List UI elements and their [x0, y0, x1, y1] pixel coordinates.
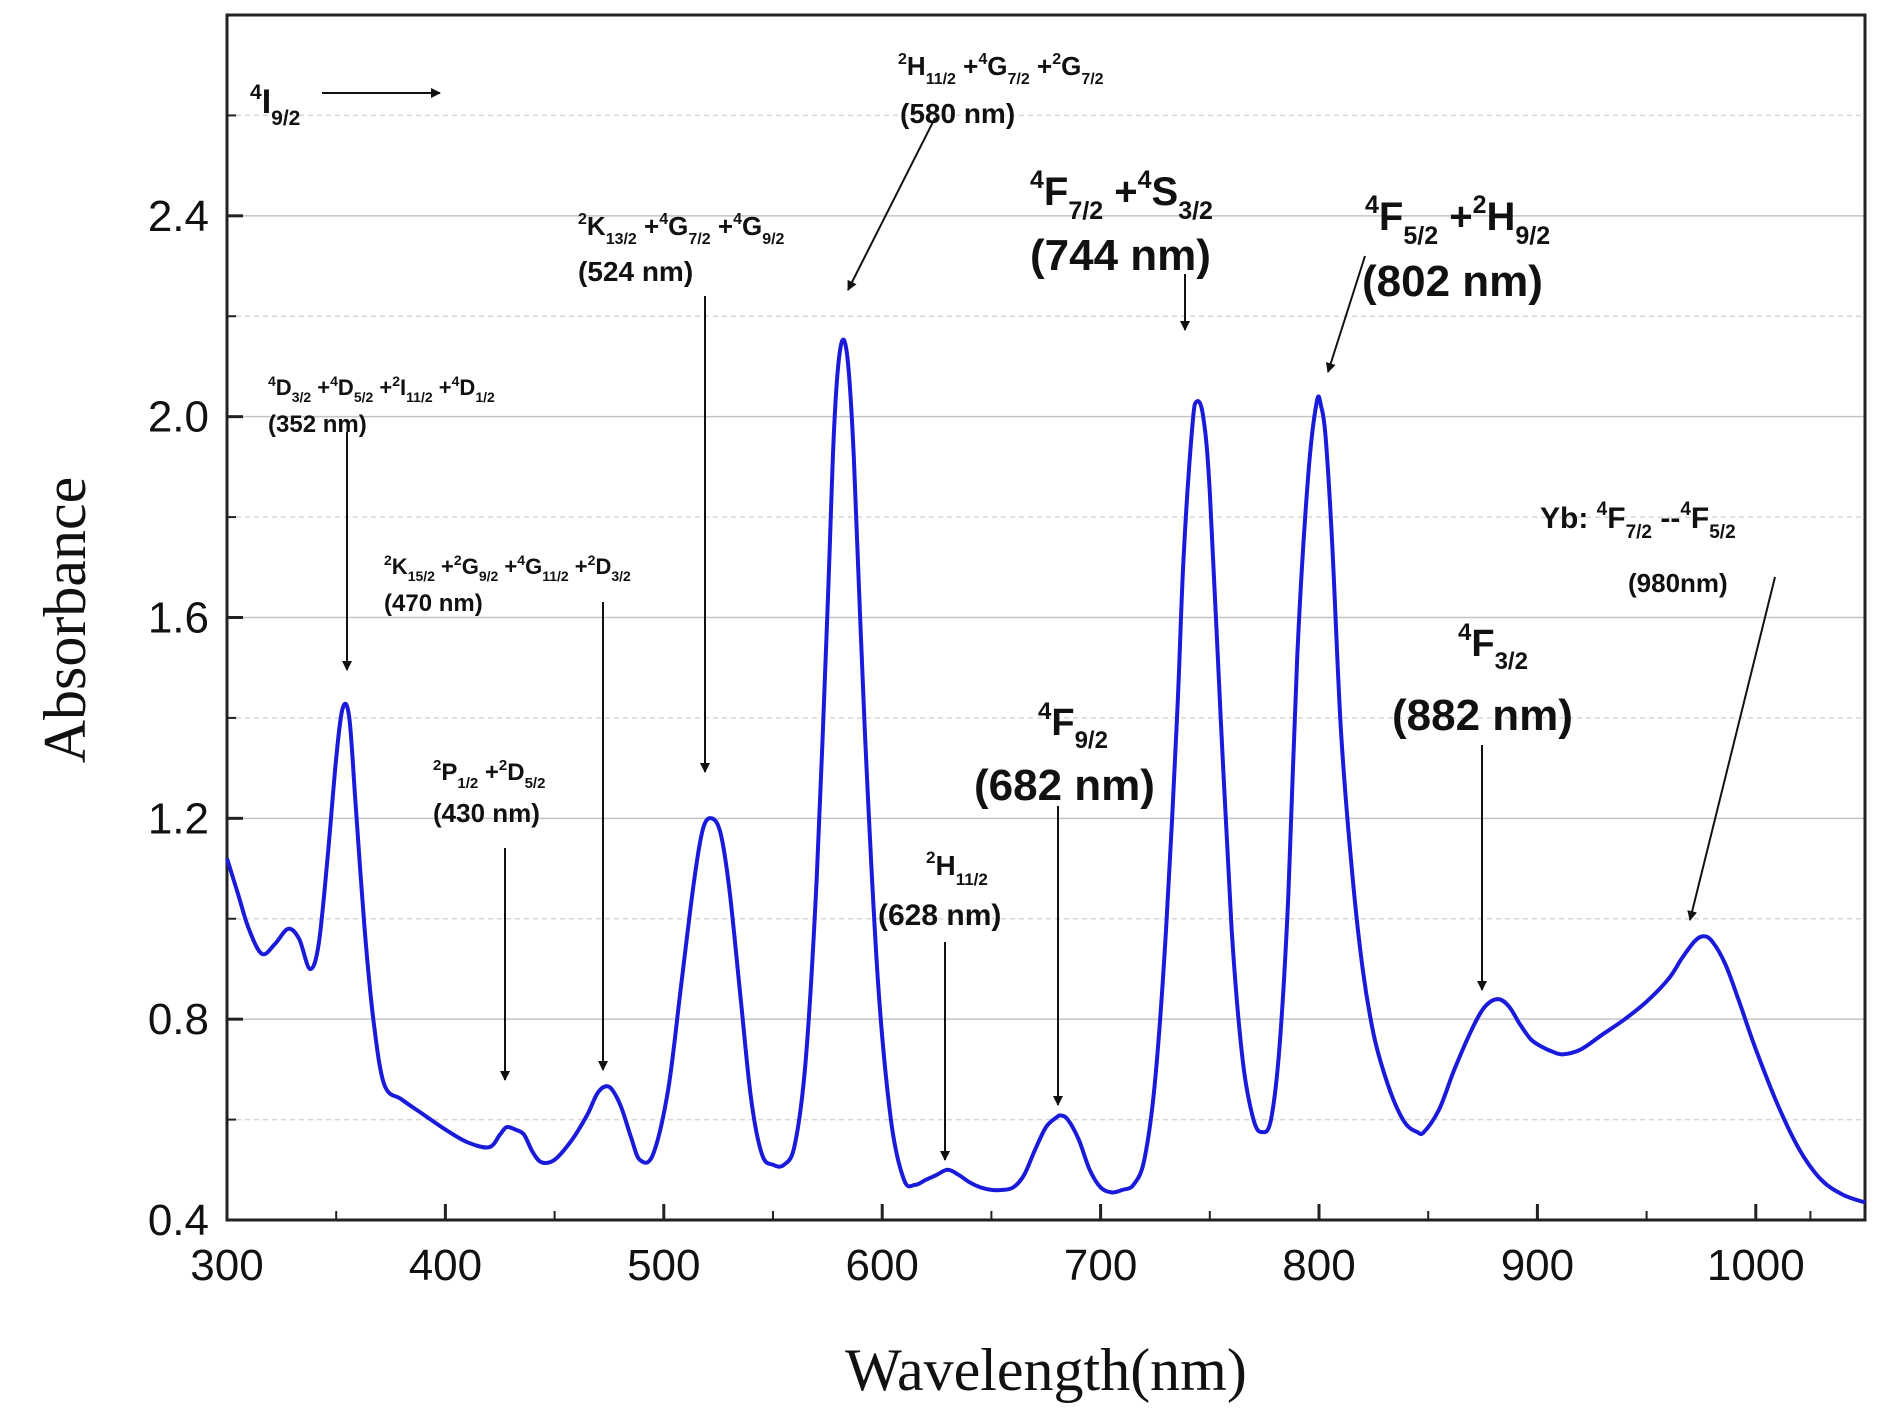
annotation-802-term: 4F5/2​ +2H9/2​ — [1365, 191, 1550, 250]
annotation-yb-term: Yb: 4F7/2​ --4F5/2​ — [1540, 499, 1736, 543]
y-tick-label: 2.0 — [148, 393, 209, 442]
y-tick-label: 0.8 — [148, 995, 209, 1044]
y-tick-label: 1.6 — [148, 594, 209, 643]
y-tick-label: 2.4 — [148, 192, 209, 241]
x-tick-label: 700 — [1064, 1241, 1137, 1290]
annotation-744-term: 4F7/2​ +4S3/2​ — [1030, 166, 1213, 225]
ticks: 300 400 500 600 700 800 900 1000 0.4 0.8 1.2 1.6 2.0… — [148, 114, 1812, 1290]
annotation-882-wavelength: (882 nm) — [1392, 691, 1573, 740]
annotation-352-term: 4D3/2​ +4D5/2​ +2I11/2​ +4D1/2​ — [268, 373, 495, 405]
annotation-524-wavelength: (524 nm) — [578, 256, 693, 287]
annotation-labels: 4I9/2​ 2H11/2​ +4G7/2​ +2G7/2​ (580 nm) … — [250, 51, 1736, 932]
x-tick-label: 1000 — [1707, 1241, 1805, 1290]
x-tick-label: 800 — [1282, 1241, 1355, 1290]
absorbance-series-line — [225, 337, 1866, 1205]
annotation-470-wavelength: (470 nm) — [384, 590, 483, 617]
annotation-628-term: 2H11/2​ — [926, 848, 988, 889]
annotation-744-wavelength: (744 nm) — [1030, 231, 1211, 280]
annotation-580-wavelength: (580 nm) — [900, 98, 1015, 129]
annotation-882-term: 4F3/2​ — [1458, 619, 1528, 675]
annotation-430-wavelength: (430 nm) — [433, 798, 540, 828]
x-tick-label: 400 — [409, 1241, 482, 1290]
annotation-682-term: 4F9/2​ — [1038, 698, 1108, 754]
x-tick-label: 600 — [845, 1241, 918, 1290]
annotation-4I92: 4I9/2​ — [250, 81, 300, 130]
annotation-yb-wavelength: (980nm) — [1628, 568, 1728, 598]
annotation-430-term: 2P1/2​ +2D5/2​ — [433, 757, 545, 792]
annotation-524-term: 2K13/2​ +4G7/2​ +4G9/2​ — [578, 211, 785, 248]
grid — [227, 114, 1865, 1121]
annotation-580-term: 2H11/2​ +4G7/2​ +2G7/2​ — [898, 51, 1104, 88]
arrow-802 — [1325, 255, 1366, 373]
y-tick-label: 0.4 — [148, 1196, 209, 1245]
x-tick-label: 900 — [1501, 1241, 1574, 1290]
y-axis-title: Absorbance — [32, 477, 98, 764]
arrow-580 — [847, 117, 936, 291]
annotation-352-wavelength: (352 nm) — [268, 411, 367, 438]
x-tick-label: 500 — [627, 1241, 700, 1290]
y-tick-label: 1.2 — [148, 794, 209, 843]
annotation-682-wavelength: (682 nm) — [974, 761, 1155, 810]
annotation-470-term: 2K15/2​ +2G9/2​ +4G11/2​ +2D3/2​ — [384, 552, 631, 584]
annotation-arrows — [322, 88, 1776, 1161]
arrow-980 — [1687, 576, 1776, 921]
annotation-628-wavelength: (628 nm) — [878, 899, 1001, 932]
x-axis-title: Wavelength(nm) — [845, 1337, 1247, 1403]
annotation-802-wavelength: (802 nm) — [1362, 257, 1543, 306]
x-tick-label: 300 — [190, 1241, 263, 1290]
